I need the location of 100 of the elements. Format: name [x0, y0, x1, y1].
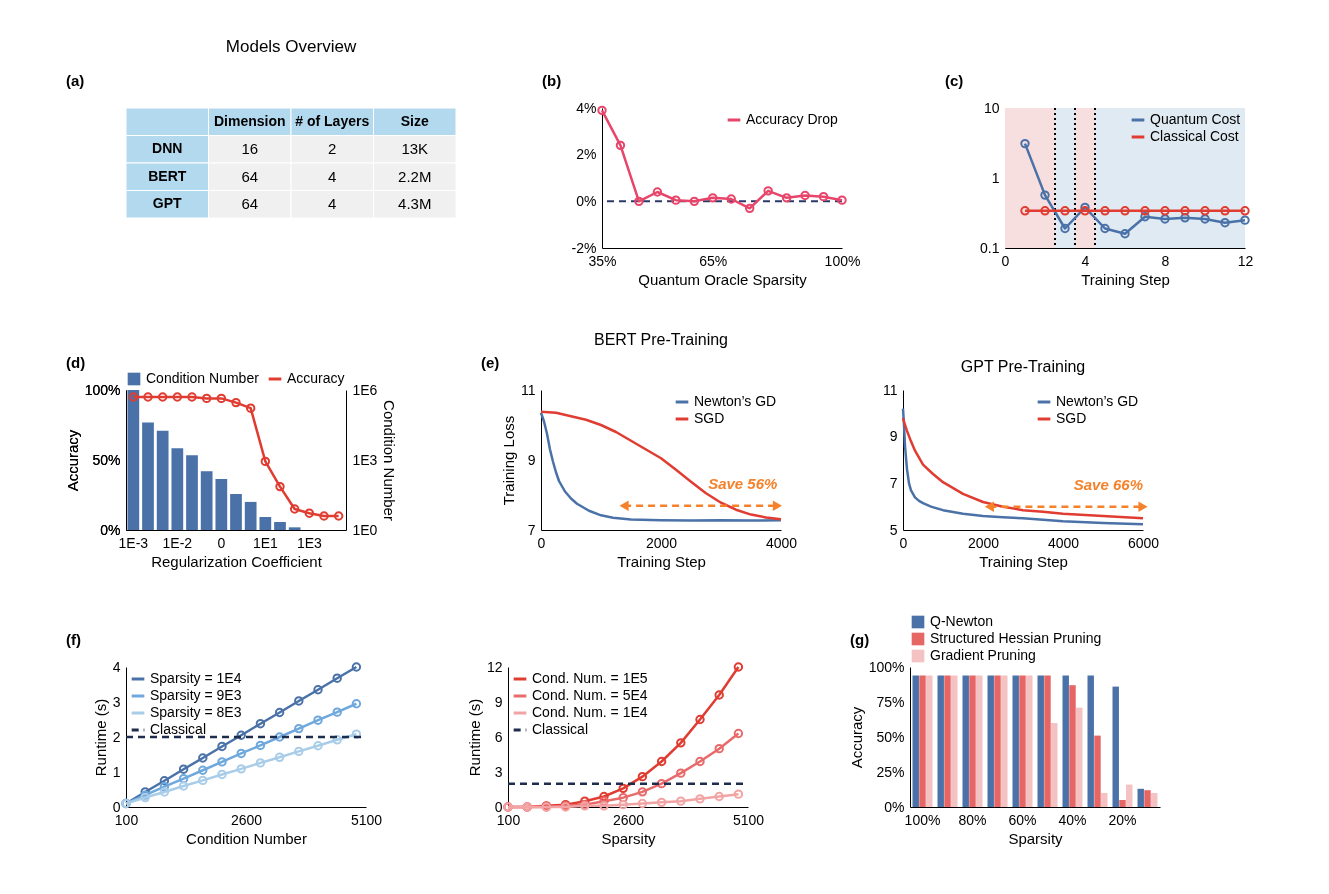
y-tick-label: 50% [92, 451, 121, 468]
text: 2 [328, 140, 337, 158]
y-tick-label: 3 [112, 693, 121, 710]
y-tick-label: 4% [576, 99, 597, 116]
x-tick-label: 2600 [230, 811, 263, 828]
text: (c) [945, 72, 964, 89]
text: Models Overview [225, 37, 357, 56]
y-tick-label: 12 [486, 658, 503, 675]
x-tick-label: 1E-2 [162, 534, 193, 551]
legend-label: Cond. Num. = 5E4 [532, 687, 648, 703]
y-tick-label: 50% [876, 728, 905, 745]
x-tick-label: 40% [1058, 811, 1087, 828]
y-tick-label: 0% [576, 192, 597, 209]
x-tick-label: 1E-3 [118, 534, 149, 551]
y-axis-title: Accuracy [63, 429, 81, 492]
y-axis-title: Training Loss [499, 415, 517, 506]
text: (a) [66, 72, 85, 89]
y-tick-label: 100% [868, 658, 905, 675]
legend-label: Gradient Pruning [930, 647, 1036, 663]
legend-label: Classical [150, 721, 207, 737]
text: (g) [850, 631, 870, 648]
text: 4 [328, 195, 337, 213]
x-tick-label: 8 [1161, 252, 1170, 269]
legend-label: SGD [694, 410, 725, 426]
y-axis-title: Runtime (s) [91, 698, 109, 777]
legend-label: Sparsity = 1E4 [150, 670, 242, 686]
y2-tick-label: 1E3 [352, 451, 378, 468]
x-axis-title: Quantum Oracle Sparsity [638, 270, 808, 288]
y-tick-label: 5 [889, 521, 898, 538]
chart-title: GPT Pre-Training [960, 358, 1086, 375]
legend-label: Accuracy [287, 370, 345, 386]
text: (f) [66, 631, 81, 648]
x-axis-title: Training Step [1081, 270, 1170, 288]
legend-label: Sparsity = 9E3 [150, 687, 242, 703]
x-tick-label: 12 [1237, 252, 1254, 269]
x-tick-label: 4000 [765, 534, 798, 551]
y-axis-title: Accuracy [847, 706, 865, 769]
y-tick-label: 25% [876, 763, 905, 780]
x-axis-title: Training Step [617, 552, 706, 570]
x-tick-label: 1E3 [296, 534, 322, 551]
x-tick-label: 80% [958, 811, 987, 828]
text: 16 [241, 140, 259, 158]
x-tick-label: 60% [1008, 811, 1037, 828]
y-tick-label: 2% [576, 146, 597, 163]
annotation: Save 66% [1073, 475, 1143, 493]
category-label: DNN [152, 140, 183, 157]
legend-label: Classical [532, 721, 589, 737]
text: 2.2M [398, 167, 432, 185]
y-tick-label: 11 [882, 381, 898, 398]
y-tick-label: 75% [876, 693, 905, 710]
legend-label: Cond. Num. = 1E4 [532, 704, 648, 720]
category-label: GPT [152, 195, 182, 212]
legend-label: SGD [1056, 410, 1087, 426]
chart-title: BERT Pre-Training [594, 331, 728, 348]
y-tick-label: 100% [84, 381, 121, 398]
y-tick-label: 6 [494, 728, 503, 745]
legend-label: Condition Number [146, 370, 260, 386]
y-tick-label: 11 [520, 381, 536, 398]
y-axis-title: Runtime (s) [465, 698, 483, 777]
x-axis-title: Training Step [979, 552, 1068, 570]
category-label: BERT [148, 167, 187, 184]
y-tick-label: 0.1 [980, 239, 1000, 256]
y-tick-label: 9 [889, 428, 898, 445]
legend-label: Newton’s GD [1056, 393, 1139, 409]
x-tick-label: 0 [217, 534, 226, 551]
text: (b) [542, 72, 562, 89]
x-tick-label: 4 [1081, 252, 1090, 269]
x-axis-title: Condition Number [186, 829, 307, 847]
y-tick-label: 9 [527, 451, 536, 468]
y-tick-label: 7 [527, 521, 536, 538]
legend-label: Accuracy Drop [746, 111, 839, 127]
text: 64 [241, 195, 259, 213]
text: 4 [328, 167, 337, 185]
y-tick-label: 0% [100, 521, 121, 538]
x-tick-label: 65% [699, 252, 728, 269]
y-tick-label: 0% [884, 798, 905, 815]
legend-label: Sparsity = 8E3 [150, 704, 242, 720]
x-tick-label: 100% [824, 252, 861, 269]
category-label: Size [400, 112, 429, 129]
legend-label: Structured Hessian Pruning [930, 630, 1102, 646]
x-tick-label: 6000 [1127, 534, 1160, 551]
x-tick-label: 5100 [350, 811, 383, 828]
y-tick-label: 2 [112, 728, 121, 745]
x-tick-label: 2000 [645, 534, 678, 551]
y-tick-label: 3 [494, 763, 503, 780]
x-tick-label: 100% [904, 811, 941, 828]
x-tick-label: 4000 [1047, 534, 1080, 551]
category-label: # of Layers [295, 112, 370, 129]
y2-axis-title: Condition Number [381, 400, 399, 521]
x-tick-label: 1E1 [252, 534, 278, 551]
x-tick-label: 5100 [732, 811, 765, 828]
x-axis-title: Sparsity [601, 829, 657, 847]
text: 4.3M [398, 195, 432, 213]
x-tick-label: 2000 [967, 534, 1000, 551]
text: (d) [66, 354, 86, 371]
text: 64 [241, 167, 259, 185]
x-axis-title: Regularization Coefficient [151, 552, 323, 570]
y-tick-label: 1 [991, 169, 1000, 186]
annotation: Save 56% [708, 474, 778, 492]
y-tick-label: 9 [494, 693, 503, 710]
